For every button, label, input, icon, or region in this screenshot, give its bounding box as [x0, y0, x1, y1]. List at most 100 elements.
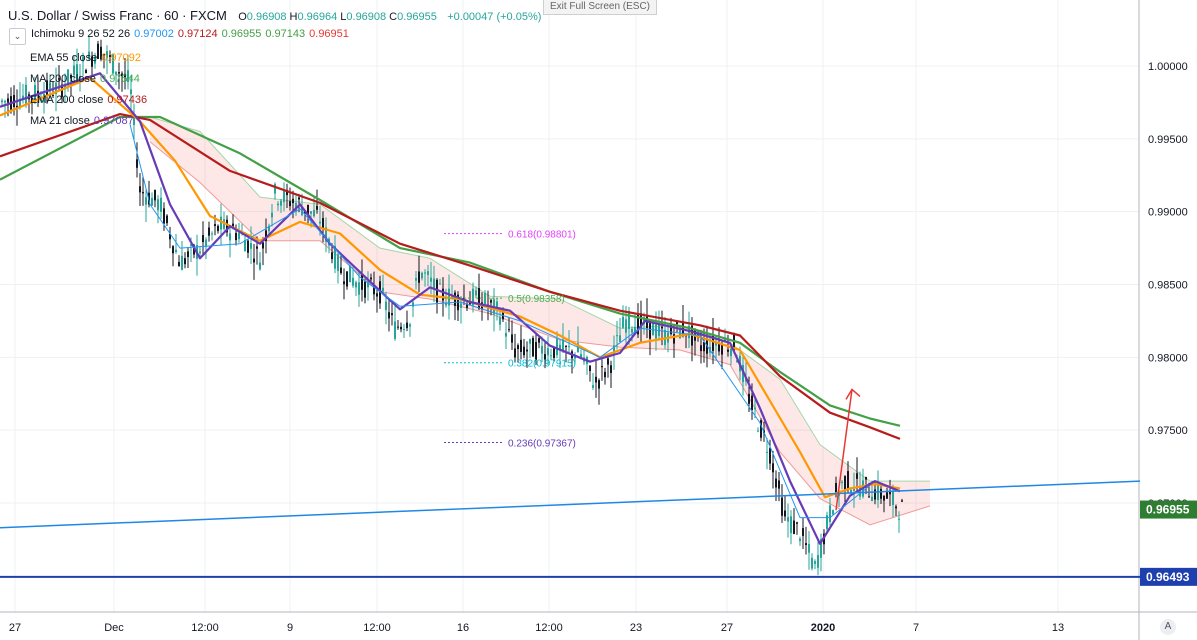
candle-body — [640, 313, 642, 328]
candle-body — [826, 515, 828, 530]
candle-body — [892, 491, 894, 505]
candle-body — [424, 272, 426, 274]
candle-body — [247, 240, 249, 253]
candle-body — [889, 490, 891, 495]
arrow-head — [845, 388, 861, 400]
candle-body — [565, 346, 567, 348]
candle-body — [880, 488, 882, 499]
candle-body — [292, 198, 294, 204]
indicator-value: 0.96955 — [221, 28, 262, 40]
candle-body — [601, 366, 603, 368]
candle-body — [85, 70, 87, 74]
change-value: +0.00047 (+0.05%) — [447, 11, 542, 23]
candle-body — [205, 239, 207, 247]
fib-level-label: 0.5(0.98358) — [508, 294, 565, 305]
candle-body — [784, 510, 786, 517]
x-tick-label: 12:00 — [191, 622, 219, 634]
candle-body — [238, 232, 240, 240]
auto-scale-button[interactable]: A — [1160, 619, 1176, 635]
indicator-legend-row[interactable]: Ichimoku 9 26 52 26 0.97002 0.97124 0.96955… — [31, 28, 353, 40]
candle-body — [151, 197, 153, 206]
candle-body — [733, 334, 735, 351]
candle-body — [625, 319, 627, 333]
candle-body — [475, 290, 477, 296]
candle-body — [517, 345, 519, 350]
x-tick-label: Dec — [104, 622, 124, 634]
indicator-legend-row[interactable]: EMA 200 close 0.97436 — [30, 94, 151, 106]
candle-body — [94, 56, 96, 64]
candle-body — [817, 555, 819, 568]
chevron-down-icon[interactable]: ⌄ — [9, 28, 26, 45]
candle-body — [133, 114, 135, 125]
candle-body — [199, 251, 201, 254]
candle-body — [394, 321, 396, 339]
fib-level-label: 0.236(0.97367) — [508, 439, 576, 450]
candle-body — [883, 495, 885, 501]
fib-level-label: 0.618(0.98801) — [508, 230, 576, 241]
candle-body — [793, 520, 795, 534]
y-tick-label: 0.98500 — [1148, 280, 1188, 292]
candle-body — [886, 492, 888, 499]
x-tick-label: 12:00 — [535, 622, 563, 634]
candle-body — [184, 258, 186, 265]
candle-body — [757, 430, 759, 432]
candle-body — [154, 190, 156, 201]
candle-body — [142, 191, 144, 194]
candle-body — [244, 240, 246, 252]
x-tick-label: 23 — [630, 622, 642, 634]
candle-body — [259, 262, 261, 270]
indicator-name: MA 200 close — [30, 73, 97, 85]
ichimoku-span-b — [149, 141, 931, 526]
ichimoku-cloud — [150, 117, 930, 525]
candle-body — [778, 480, 780, 489]
ohlc-value: 0.96964 — [297, 11, 338, 23]
price-tag-label: 0.96493 — [1146, 570, 1190, 584]
ohlc-values: O0.96908 H0.96964 L0.96908 C0.96955 — [238, 11, 440, 23]
candle-body — [343, 281, 345, 285]
candle-body — [67, 69, 69, 86]
indicator-name: MA 21 close — [30, 115, 90, 127]
candle-body — [403, 328, 405, 330]
candle-body — [118, 72, 120, 74]
x-tick-label: 2020 — [811, 622, 835, 634]
candle-body — [19, 98, 21, 107]
x-tick-label: 27 — [9, 622, 21, 634]
candle-body — [256, 246, 258, 249]
candle-body — [799, 538, 801, 542]
candle-body — [76, 64, 78, 80]
candle-body — [400, 326, 402, 330]
candle-body — [808, 543, 810, 553]
candle-body — [466, 303, 468, 308]
indicator-legend-row[interactable]: EMA 55 close 0.97092 — [30, 52, 145, 64]
candle-body — [25, 84, 27, 104]
ohlc-label: C — [389, 11, 398, 23]
candle-body — [178, 261, 180, 267]
candle-body — [631, 328, 633, 333]
candle-body — [805, 543, 807, 546]
candle-body — [496, 301, 498, 308]
candle-body — [421, 272, 423, 279]
candle-body — [97, 43, 99, 59]
candle-body — [721, 343, 723, 355]
candle-body — [271, 212, 273, 218]
candle-body — [529, 339, 531, 344]
candle-body — [616, 335, 618, 337]
candle-body — [433, 278, 435, 290]
indicator-legend-row[interactable]: MA 21 close 0.97087 — [30, 115, 138, 127]
candle-body — [781, 497, 783, 516]
price-tag-label: 0.96955 — [1146, 503, 1190, 517]
candle-body — [832, 510, 834, 515]
indicator-legend-row[interactable]: MA 200 close 0.97544 — [30, 73, 144, 85]
candle-body — [232, 223, 234, 229]
x-tick-label: 16 — [457, 622, 469, 634]
candle-body — [415, 277, 417, 281]
candle-body — [628, 310, 630, 330]
candle-body — [856, 473, 858, 479]
symbol-title: U.S. Dollar / Swiss Franc · 60 · FXCM — [8, 8, 227, 23]
candle-body — [319, 221, 321, 224]
candle-body — [841, 481, 843, 484]
candle-body — [4, 101, 6, 103]
y-tick-label: 1.00000 — [1148, 61, 1188, 73]
exit-fullscreen-button[interactable]: Exit Full Screen (ESC) — [543, 0, 657, 15]
